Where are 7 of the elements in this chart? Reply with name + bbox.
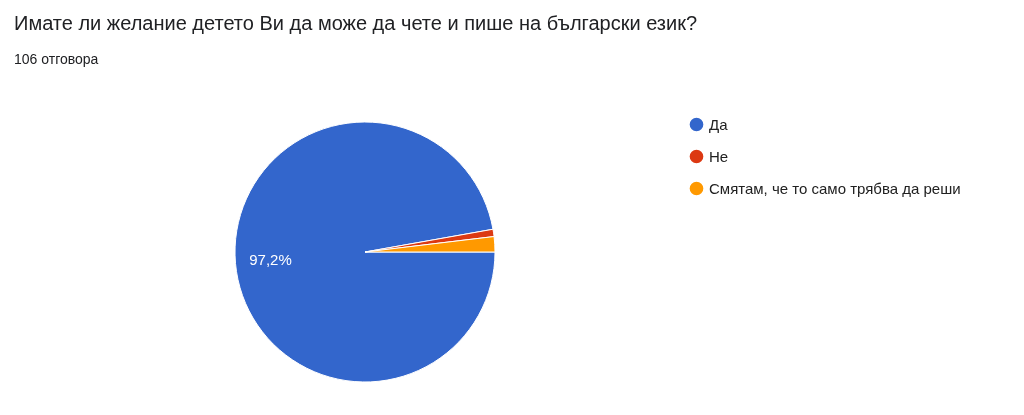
text: 106 отговора [14, 51, 99, 67]
legend-label: Да [709, 115, 729, 133]
chart-title: Имате ли желание детето Ви да може да чете и пише на български език? [14, 12, 698, 34]
legend-label: Смятам, че то само трябва да реши [709, 179, 961, 197]
data-label: 97,2% [249, 251, 292, 269]
legend-label: Не [709, 147, 729, 165]
pie-slice [234, 121, 496, 383]
